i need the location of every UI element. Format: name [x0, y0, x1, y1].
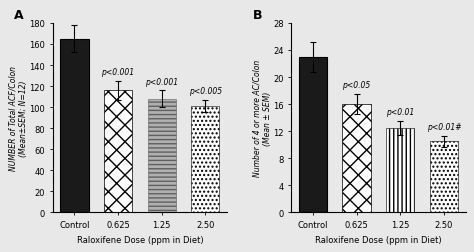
Text: p<0.01#: p<0.01# [427, 123, 461, 132]
Text: p<0.001: p<0.001 [145, 77, 178, 86]
Bar [386, 128, 414, 213]
Y-axis label: Number of 4 or more AC/Colon
(Mean ± SEM): Number of 4 or more AC/Colon (Mean ± SEM… [252, 60, 272, 177]
Bar [147, 99, 176, 213]
Text: A: A [14, 9, 24, 22]
X-axis label: Raloxifene Dose (ppm in Diet): Raloxifene Dose (ppm in Diet) [315, 235, 442, 244]
Text: p<0.05: p<0.05 [343, 81, 371, 90]
Text: B: B [253, 9, 262, 22]
Text: p<0.005: p<0.005 [189, 87, 222, 96]
Bar [104, 91, 132, 213]
Bar [429, 142, 458, 213]
Bar [191, 107, 219, 213]
Bar [60, 40, 89, 213]
Bar [342, 105, 371, 213]
Bar [299, 57, 327, 213]
Text: p<0.001: p<0.001 [101, 68, 135, 77]
Y-axis label: NUMBER of Total ACF/Colon
(Mean±SEM; N=12): NUMBER of Total ACF/Colon (Mean±SEM; N=1… [9, 66, 28, 171]
Text: p<0.01: p<0.01 [386, 108, 414, 117]
X-axis label: Raloxifene Dose (ppm in Diet): Raloxifene Dose (ppm in Diet) [77, 235, 203, 244]
